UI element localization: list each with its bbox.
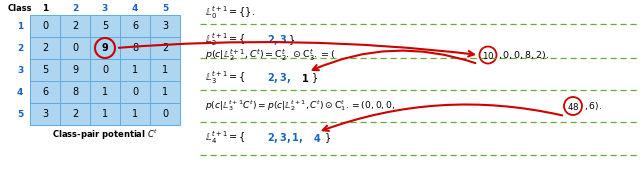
- Bar: [150, 81, 180, 103]
- Bar: [150, 37, 180, 59]
- Bar: [60, 15, 90, 37]
- Text: $\}$: $\}$: [311, 71, 318, 85]
- Bar: [60, 81, 90, 103]
- Text: $\mathbb{L}_2^{t+1} = \{$: $\mathbb{L}_2^{t+1} = \{$: [205, 32, 246, 48]
- Text: 5: 5: [162, 3, 168, 13]
- Bar: [30, 37, 60, 59]
- Text: $p(c|\mathbb{L}_3^{t+1}C^t) = p(c|\mathbb{L}_2^{t+1}, C^t) \odot \mathrm{C}_1^{t: $p(c|\mathbb{L}_3^{t+1}C^t) = p(c|\mathb…: [205, 99, 396, 114]
- Bar: [30, 103, 60, 125]
- Text: 2: 2: [72, 109, 78, 119]
- Text: 9: 9: [72, 65, 78, 75]
- Text: 3: 3: [102, 3, 108, 13]
- Text: $\}$: $\}$: [324, 131, 331, 145]
- Text: 3: 3: [17, 66, 23, 74]
- Text: Class-pair potential $C^t$: Class-pair potential $C^t$: [52, 128, 158, 142]
- Text: $\mathbf{4}$: $\mathbf{4}$: [313, 132, 321, 144]
- Bar: [30, 81, 60, 103]
- Bar: [120, 59, 150, 81]
- Text: $\mathbb{L}_3^{t+1} = \{$: $\mathbb{L}_3^{t+1} = \{$: [205, 70, 246, 86]
- Bar: [120, 37, 150, 59]
- Text: 6: 6: [42, 87, 48, 97]
- Text: 0: 0: [102, 65, 108, 75]
- Bar: [120, 81, 150, 103]
- Text: 2: 2: [72, 21, 78, 31]
- Text: 1: 1: [102, 109, 108, 119]
- Bar: [30, 15, 60, 37]
- Text: 1: 1: [102, 87, 108, 97]
- Text: $,6).$: $,6).$: [584, 100, 602, 112]
- Text: $p(c|\mathbb{L}_2^{t+1}, C^t) = \mathrm{C}_2^{t}.\odot \mathrm{C}_3^{t}.= ($: $p(c|\mathbb{L}_2^{t+1}, C^t) = \mathrm{…: [205, 47, 335, 63]
- Text: 0: 0: [72, 43, 78, 53]
- Text: 1: 1: [17, 22, 23, 30]
- Text: 2: 2: [17, 44, 23, 52]
- Text: 5: 5: [102, 21, 108, 31]
- Text: 9: 9: [102, 43, 108, 53]
- Text: $\mathbf{1}$: $\mathbf{1}$: [301, 72, 309, 84]
- Bar: [60, 37, 90, 59]
- Bar: [150, 15, 180, 37]
- Text: 0: 0: [162, 109, 168, 119]
- Text: $\mathbf{2, 3}$: $\mathbf{2, 3}$: [267, 33, 287, 47]
- Text: 2: 2: [42, 43, 48, 53]
- Text: 1: 1: [162, 65, 168, 75]
- Text: 3: 3: [162, 21, 168, 31]
- Bar: [90, 103, 120, 125]
- Bar: [150, 59, 180, 81]
- Bar: [60, 103, 90, 125]
- Text: $\mathbb{L}_4^{t+1} = \{$: $\mathbb{L}_4^{t+1} = \{$: [205, 130, 246, 146]
- Text: $,0,0,8,2).$: $,0,0,8,2).$: [498, 49, 549, 61]
- Text: 0: 0: [42, 21, 48, 31]
- Bar: [60, 59, 90, 81]
- Text: 4: 4: [17, 88, 23, 96]
- Text: $\mathbf{2, 3, 1,}$: $\mathbf{2, 3, 1,}$: [267, 131, 303, 145]
- Bar: [90, 81, 120, 103]
- Text: 5: 5: [42, 65, 48, 75]
- Text: 0: 0: [132, 87, 138, 97]
- Bar: [30, 59, 60, 81]
- Text: $\}$: $\}$: [288, 33, 295, 47]
- Bar: [90, 59, 120, 81]
- Text: 1: 1: [132, 65, 138, 75]
- Text: 1: 1: [132, 109, 138, 119]
- Text: 2: 2: [162, 43, 168, 53]
- Text: 5: 5: [17, 110, 23, 119]
- Text: 4: 4: [132, 3, 138, 13]
- Text: 3: 3: [42, 109, 48, 119]
- Text: 8: 8: [72, 87, 78, 97]
- Text: $48$: $48$: [567, 100, 579, 111]
- Bar: [120, 103, 150, 125]
- Bar: [90, 15, 120, 37]
- Text: 8: 8: [132, 43, 138, 53]
- Bar: [150, 103, 180, 125]
- Text: $\mathbb{L}_0^{t+1} = \{\}.$: $\mathbb{L}_0^{t+1} = \{\}.$: [205, 5, 255, 21]
- Bar: [90, 37, 120, 59]
- Text: 2: 2: [72, 3, 78, 13]
- Text: 6: 6: [132, 21, 138, 31]
- Text: 1: 1: [162, 87, 168, 97]
- Bar: [120, 15, 150, 37]
- Text: Class: Class: [8, 3, 33, 13]
- Text: 1: 1: [42, 3, 48, 13]
- Text: $10$: $10$: [482, 50, 494, 61]
- Text: $\mathbf{2, 3,}$: $\mathbf{2, 3,}$: [267, 71, 291, 85]
